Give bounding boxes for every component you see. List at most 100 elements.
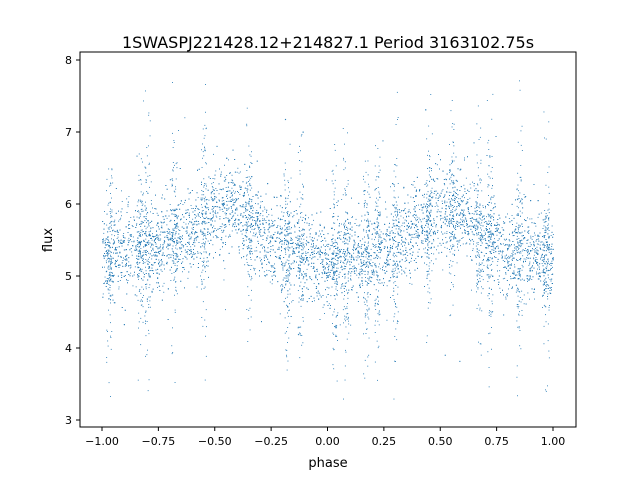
data-point [428, 200, 430, 202]
data-point [240, 206, 242, 208]
data-point [263, 255, 265, 257]
data-point [286, 227, 287, 229]
data-point [232, 204, 234, 206]
data-point [246, 217, 247, 218]
data-point [355, 249, 356, 251]
data-point [401, 225, 403, 227]
data-point [264, 275, 266, 277]
data-point [425, 205, 427, 207]
data-point [380, 247, 381, 248]
data-point [291, 301, 293, 303]
data-point [550, 265, 552, 266]
data-point [270, 225, 272, 227]
data-point [306, 279, 308, 281]
data-point [449, 169, 451, 170]
data-point [325, 179, 327, 181]
data-point [367, 272, 369, 274]
data-point [332, 267, 334, 268]
data-point [162, 222, 164, 224]
data-point [266, 269, 268, 271]
data-point [452, 205, 454, 206]
data-point [431, 224, 433, 226]
data-point [467, 189, 469, 191]
data-point [475, 188, 477, 190]
data-point [262, 239, 264, 240]
data-point [359, 268, 361, 270]
data-point [202, 221, 204, 223]
data-point [373, 244, 374, 246]
data-point [358, 202, 360, 204]
data-point [464, 157, 465, 159]
data-point [358, 263, 360, 265]
data-point [156, 230, 157, 232]
data-point [231, 174, 233, 176]
data-point [157, 252, 159, 254]
data-point [154, 208, 156, 209]
data-point [222, 205, 224, 207]
data-point [152, 248, 154, 250]
data-point [214, 178, 216, 180]
data-point [262, 215, 264, 217]
data-point [392, 274, 394, 276]
data-point [239, 185, 241, 187]
data-point [438, 154, 439, 155]
data-point [364, 313, 366, 315]
data-point [506, 295, 508, 297]
data-point [233, 214, 235, 216]
data-point [228, 219, 230, 221]
data-point [134, 266, 136, 268]
data-point [425, 221, 427, 222]
data-point [424, 238, 426, 239]
data-point [537, 265, 539, 266]
data-point [494, 206, 496, 208]
data-point [440, 219, 441, 221]
data-point [353, 257, 355, 259]
data-point [422, 218, 424, 220]
data-point [504, 239, 506, 241]
data-point [386, 259, 387, 261]
data-point [205, 235, 207, 237]
data-point [493, 219, 495, 221]
data-point [327, 267, 329, 268]
data-point [266, 251, 268, 253]
data-point [310, 228, 312, 230]
data-point [103, 255, 105, 257]
data-point [226, 204, 228, 206]
data-point [520, 241, 521, 243]
data-point [358, 251, 360, 253]
data-point [159, 250, 161, 252]
data-point [232, 194, 233, 196]
data-point [462, 221, 463, 222]
data-point [225, 214, 227, 216]
data-point [519, 273, 521, 275]
data-point [502, 252, 503, 254]
data-point [450, 170, 451, 172]
data-point [341, 199, 343, 200]
data-point [156, 252, 158, 253]
data-point [534, 298, 535, 300]
data-point [534, 251, 536, 253]
data-point [424, 234, 426, 236]
data-point [151, 264, 152, 265]
data-point [478, 232, 479, 233]
data-point [466, 219, 468, 221]
data-point [120, 272, 122, 274]
data-point [510, 264, 512, 266]
data-point [353, 265, 355, 267]
data-point [442, 203, 443, 204]
data-point [490, 230, 492, 232]
data-point [287, 274, 289, 276]
data-point [379, 229, 381, 231]
data-point [408, 209, 410, 211]
data-point [322, 306, 324, 308]
data-point [335, 245, 337, 247]
data-point [232, 198, 234, 200]
data-point [245, 221, 247, 223]
data-point [420, 204, 422, 206]
data-point [240, 222, 242, 223]
data-point [262, 201, 263, 202]
data-point [507, 213, 508, 215]
data-point [247, 225, 249, 227]
data-point [139, 233, 140, 235]
data-point [321, 261, 323, 263]
